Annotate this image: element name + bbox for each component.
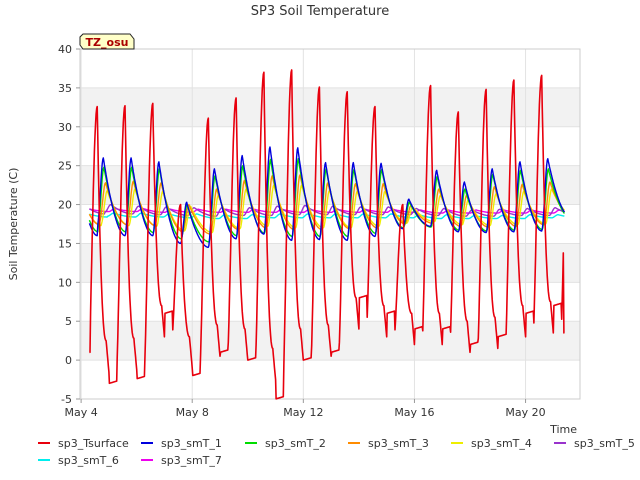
legend-label-sp3_smT_2: sp3_smT_2 <box>265 437 326 450</box>
series-line-sp3_smT_1 <box>88 146 565 248</box>
x-tick-label: May 4 <box>64 406 97 419</box>
x-tick-label: May 8 <box>176 406 209 419</box>
legend-label-sp3_smT_4: sp3_smT_4 <box>471 437 532 450</box>
legend: sp3_Tsurface sp3_smT_1 sp3_smT_2 sp3_smT_3 s… <box>38 437 635 467</box>
legend-label-sp3_smT_6: sp3_smT_6 <box>58 454 119 467</box>
y-tick-label: 5 <box>65 315 72 328</box>
grid-band <box>80 165 580 205</box>
x-axis-label: Time <box>549 423 577 436</box>
y-tick-label: 30 <box>58 121 72 134</box>
site-label-box: TZ_osu <box>79 33 135 50</box>
series-line-sp3_smT_3 <box>88 174 565 235</box>
plot-frame <box>79 48 581 400</box>
chart-title: SP3 Soil Temperature <box>251 4 389 19</box>
y-tick-label: 0 <box>65 354 72 367</box>
legend-label-sp3_smT_1: sp3_smT_1 <box>161 437 222 450</box>
y-tick-label: -5 <box>61 393 72 406</box>
legend-label-sp3_smT_7: sp3_smT_7 <box>161 454 222 467</box>
x-tick-label: May 20 <box>505 406 545 419</box>
site-label: TZ_osu <box>86 36 129 49</box>
y-tick-label: 15 <box>58 237 72 250</box>
legend-label-sp3_Tsurface: sp3_Tsurface <box>58 437 129 450</box>
y-axis-label: Soil Temperature (C) <box>7 168 20 281</box>
axes: -5 0 5 10 15 20 25 30 35 40 May 4 May 8 May 12 May 16… <box>58 43 546 419</box>
grid-band <box>80 87 580 127</box>
x-tick-label: May 16 <box>394 406 434 419</box>
y-tick-label: 10 <box>58 276 72 289</box>
y-tick-label: 25 <box>58 160 72 173</box>
y-tick-label: 20 <box>58 199 72 212</box>
series-layer <box>88 69 565 400</box>
x-tick-label: May 12 <box>283 406 323 419</box>
legend-label-sp3_smT_3: sp3_smT_3 <box>368 437 429 450</box>
grid-band <box>80 243 580 283</box>
legend-label-sp3_smT_5: sp3_smT_5 <box>574 437 635 450</box>
series-line-sp3_Tsurface <box>89 69 565 400</box>
y-tick-label: 35 <box>58 82 72 95</box>
y-tick-label: 40 <box>58 43 72 56</box>
